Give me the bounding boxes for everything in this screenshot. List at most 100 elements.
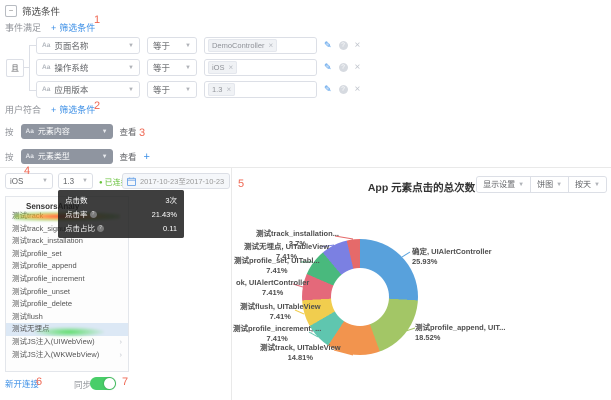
list-item[interactable]: 测试track_signup bbox=[12, 223, 70, 233]
filter-section-title: 筛选条件 bbox=[22, 7, 61, 18]
operator-select[interactable]: 等于 ▼ bbox=[147, 59, 197, 76]
list-item[interactable]: 测试profile_increment bbox=[12, 273, 85, 283]
new-connection-link[interactable]: 新开连接 bbox=[5, 379, 40, 389]
chart-area: 5 App 元素点击的总次数 显示设置 ▼ 饼图 ▼ 按天 ▼ 确定, UIAlert… bbox=[232, 170, 611, 400]
group-by-row: 按 Aa 元素内容 ▼ 查看 bbox=[5, 124, 137, 139]
time-granularity-button[interactable]: 按天 ▼ bbox=[568, 176, 607, 193]
group-by-row: 按 Aa 元素类型 ▼ 查看 + bbox=[5, 149, 150, 164]
value-input[interactable]: DemoController × bbox=[204, 37, 317, 54]
list-item-selected[interactable]: 测试无埋点 bbox=[6, 323, 128, 336]
list-item[interactable]: 测试profile_unset bbox=[12, 286, 70, 296]
help-icon[interactable]: ? bbox=[338, 41, 348, 50]
horizontal-divider bbox=[0, 167, 611, 168]
caret-down-icon: ▼ bbox=[185, 42, 191, 49]
caret-down-icon: ▼ bbox=[128, 42, 134, 49]
value-tag: 1.3 × bbox=[208, 83, 236, 96]
slice-label: 测试track, UITableView 14.81% bbox=[260, 343, 341, 362]
chevron-right-icon: › bbox=[119, 349, 123, 359]
add-group-by-icon[interactable]: + bbox=[143, 150, 150, 163]
annotation-7: 7 bbox=[122, 376, 129, 388]
field-label: 页面名称 bbox=[54, 40, 89, 51]
event-condition-row: 事件满足 + 筛选条件 bbox=[5, 21, 95, 34]
edit-icon[interactable]: ✎ bbox=[324, 40, 332, 50]
field-select[interactable]: Aa 操作系统 ▼ bbox=[36, 59, 140, 76]
operator-select[interactable]: 等于 ▼ bbox=[147, 37, 197, 54]
group-by-select-element-type[interactable]: Aa 元素类型 ▼ bbox=[20, 149, 113, 164]
annotation-6: 6 bbox=[36, 376, 43, 388]
caret-down-icon: ▼ bbox=[42, 178, 48, 184]
collapse-icon[interactable]: − bbox=[5, 5, 17, 17]
tooltip-value: 0.11 bbox=[162, 223, 177, 233]
group-by-prefix: 按 bbox=[5, 151, 14, 162]
help-icon[interactable]: ? bbox=[338, 85, 348, 94]
list-item[interactable]: 测试profile_set bbox=[12, 248, 62, 258]
user-condition-row: 用户符合 + 筛选条件 bbox=[5, 103, 95, 116]
delete-filter-icon[interactable]: × bbox=[354, 84, 361, 95]
filter-row: Aa 页面名称 ▼ 等于 ▼ DemoController × ✎ ? × bbox=[36, 37, 360, 54]
string-type-icon: Aa bbox=[25, 153, 34, 160]
caret-down-icon: ▼ bbox=[101, 153, 108, 160]
chevron-right-icon: › bbox=[119, 336, 123, 346]
group-by-select-element-content[interactable]: Aa 元素内容 ▼ bbox=[20, 124, 113, 139]
group-by-prefix: 按 bbox=[5, 126, 14, 137]
list-item[interactable]: › 测试JS注入(WKWebView) bbox=[6, 349, 128, 362]
filter-section-header: − 筛选条件 bbox=[5, 4, 60, 18]
add-user-filter-button[interactable]: + 筛选条件 bbox=[51, 104, 96, 116]
slice-label: 测试profile_increment, ... 7.41% bbox=[233, 324, 322, 343]
caret-down-icon: ▼ bbox=[556, 181, 563, 188]
and-operator-badge[interactable]: 且 bbox=[6, 59, 24, 77]
view-label: 查看 bbox=[119, 126, 137, 137]
tooltip-value: 3次 bbox=[165, 195, 177, 205]
annotation-1: 1 bbox=[94, 14, 101, 26]
help-icon[interactable]: ? bbox=[338, 63, 348, 72]
caret-down-icon: ▼ bbox=[518, 181, 525, 188]
operator-label: 等于 bbox=[153, 40, 171, 51]
donut-pie-chart[interactable] bbox=[302, 239, 418, 355]
filter-row: Aa 应用版本 ▼ 等于 ▼ 1.3 × ✎ ? × bbox=[36, 81, 360, 98]
chart-controls: 显示设置 ▼ 饼图 ▼ 按天 ▼ bbox=[476, 176, 607, 193]
operator-select[interactable]: 等于 ▼ bbox=[147, 81, 197, 98]
app-title: SensorsAnaly bbox=[26, 202, 80, 211]
os-select[interactable]: iOS ▼ bbox=[5, 173, 53, 189]
app-version-select[interactable]: 1.3 ▼ bbox=[58, 173, 93, 189]
add-event-filter-button[interactable]: + 筛选条件 bbox=[51, 22, 96, 34]
and-connector-line bbox=[29, 45, 37, 91]
filter-row: Aa 操作系统 ▼ 等于 ▼ iOS × ✎ ? × bbox=[36, 59, 360, 76]
field-select[interactable]: Aa 应用版本 ▼ bbox=[36, 81, 140, 98]
list-item[interactable]: 测试profile_delete bbox=[12, 299, 73, 309]
value-input[interactable]: iOS × bbox=[204, 59, 317, 76]
help-icon: ? bbox=[89, 210, 97, 218]
field-select[interactable]: Aa 页面名称 ▼ bbox=[36, 37, 140, 54]
user-match-label: 用户符合 bbox=[5, 105, 42, 115]
edit-icon[interactable]: ✎ bbox=[324, 84, 332, 94]
remove-tag-icon[interactable]: × bbox=[228, 63, 234, 72]
list-item[interactable]: 测试profile_append bbox=[12, 261, 77, 271]
value-input[interactable]: 1.3 × bbox=[204, 81, 317, 98]
operator-label: 等于 bbox=[153, 84, 171, 95]
vertical-divider bbox=[231, 167, 232, 400]
event-match-label: 事件满足 bbox=[5, 23, 42, 33]
sync-toggle[interactable] bbox=[90, 377, 116, 390]
list-item[interactable]: › 测试JS注入(UIWebView) bbox=[6, 336, 128, 349]
tooltip-row: 点击占比? 0.11 bbox=[65, 223, 177, 233]
tooltip-row: 点击数 3次 bbox=[65, 195, 177, 205]
view-label: 查看 bbox=[119, 151, 137, 162]
list-item[interactable]: 测试flush bbox=[12, 311, 43, 321]
string-type-icon: Aa bbox=[25, 128, 34, 135]
slice-label: 测试track_installation... 3.7% bbox=[256, 229, 339, 248]
delete-filter-icon[interactable]: × bbox=[354, 40, 361, 51]
chart-title: App 元素点击的总次数 bbox=[367, 182, 476, 194]
list-item[interactable]: 测试track_installation bbox=[12, 236, 83, 246]
metric-tooltip: 点击数 3次 点击率? 21.43% 点击占比? 0.11 bbox=[58, 190, 184, 238]
value-tag: DemoController × bbox=[208, 39, 278, 52]
chart-type-button[interactable]: 饼图 ▼ bbox=[530, 176, 570, 193]
remove-tag-icon[interactable]: × bbox=[268, 41, 274, 50]
date-range-value: 2017-10-23至2017-10-23 bbox=[140, 176, 225, 186]
display-settings-button[interactable]: 显示设置 ▼ bbox=[476, 176, 532, 193]
slice-label: 确定, UIAlertController 25.93% bbox=[412, 247, 492, 266]
date-range-picker[interactable]: 2017-10-23至2017-10-23 bbox=[122, 173, 230, 189]
remove-tag-icon[interactable]: × bbox=[226, 85, 232, 94]
status-dot-icon: ● bbox=[99, 179, 103, 186]
delete-filter-icon[interactable]: × bbox=[354, 62, 361, 73]
edit-icon[interactable]: ✎ bbox=[324, 62, 332, 72]
